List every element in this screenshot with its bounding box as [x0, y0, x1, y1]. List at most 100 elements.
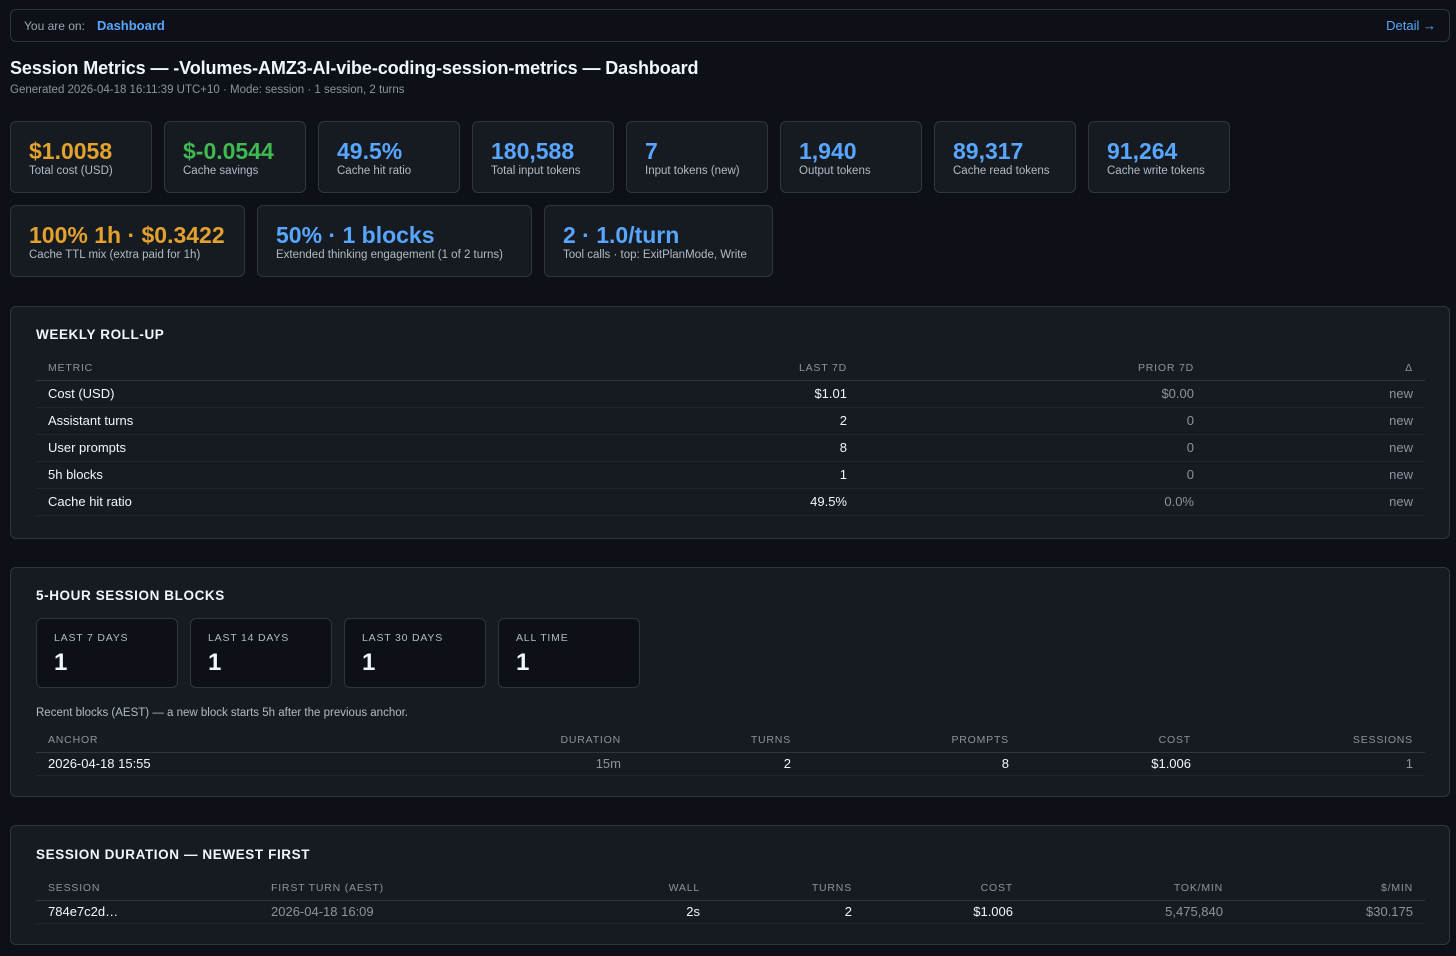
stat-label: Cache hit ratio [337, 165, 412, 177]
column-header: DURATION [266, 729, 633, 753]
stat-value: 2 · 1.0/turn [563, 222, 680, 248]
block-card-last-14-days: LAST 14 DAYS 1 [190, 618, 332, 688]
cell: new [1206, 407, 1425, 435]
stat-card-input-tokens-new: 7 Input tokens (new) [626, 121, 768, 193]
cell: $1.006 [864, 900, 1025, 924]
block-card-last-7-days: LAST 7 DAYS 1 [36, 618, 178, 688]
cell: $1.01 [576, 380, 859, 408]
cell: Cache hit ratio [36, 488, 576, 516]
breadcrumb-bar: You are on: Dashboard Detail → [10, 9, 1450, 42]
column-header: LAST 7D [576, 357, 859, 381]
breadcrumb-current[interactable]: Dashboard [96, 18, 165, 33]
cell: 5h blocks [36, 461, 576, 489]
cell: new [1206, 461, 1425, 489]
column-header: PROMPTS [803, 729, 1021, 753]
stat-label: Input tokens (new) [645, 165, 740, 177]
cell: 8 [576, 434, 859, 462]
column-header: WALL [485, 877, 712, 901]
cell: Cost (USD) [36, 380, 576, 408]
stat-card-tool-calls: 2 · 1.0/turn Tool calls · top: ExitPlanM… [544, 205, 773, 277]
block-card-label: LAST 14 DAYS [208, 632, 289, 644]
stat-value: 50% · 1 blocks [276, 222, 435, 248]
table-header-row: ANCHOR DURATION TURNS PROMPTS COST SESSI… [36, 729, 1425, 753]
cell: 2026-04-18 15:55 [36, 752, 266, 776]
stat-card-cache-hit-ratio: 49.5% Cache hit ratio [318, 121, 460, 193]
section-title: WEEKLY ROLL-UP [36, 327, 165, 342]
blocks-note: Recent blocks (AEST) — a new block start… [36, 707, 409, 719]
cell: Assistant turns [36, 407, 576, 435]
block-card-value: 1 [516, 649, 530, 676]
column-header: COST [1021, 729, 1203, 753]
cell: 2 [633, 752, 803, 776]
stat-label: Cache read tokens [953, 165, 1050, 177]
cell: 49.5% [576, 488, 859, 516]
stat-value: 1,940 [799, 138, 857, 164]
cell: 2 [712, 900, 864, 924]
stat-value: $1.0058 [29, 138, 113, 164]
stat-card-extended-thinking: 50% · 1 blocks Extended thinking engagem… [257, 205, 532, 277]
block-card-last-30-days: LAST 30 DAYS 1 [344, 618, 486, 688]
column-header: ANCHOR [36, 729, 266, 753]
cell: $30.175 [1235, 900, 1425, 924]
column-header: SESSION [36, 877, 259, 901]
page-subtitle: Generated 2026-04-18 16:11:39 UTC+10 · M… [10, 84, 405, 96]
block-card-all-time: ALL TIME 1 [498, 618, 640, 688]
table-row: 2026-04-18 15:55 15m 2 8 $1.006 1 [36, 752, 1425, 776]
cell: 15m [266, 752, 633, 776]
cell: 2 [576, 407, 859, 435]
cell: 0 [859, 407, 1206, 435]
block-card-value: 1 [362, 649, 376, 676]
cell: $0.00 [859, 380, 1206, 408]
table-row: User prompts 8 0 new [36, 434, 1425, 462]
cell[interactable]: 784e7c2d… [36, 900, 259, 924]
cell: 1 [576, 461, 859, 489]
detail-link[interactable]: Detail → [1386, 18, 1436, 33]
cell: 0 [859, 461, 1206, 489]
section-title: SESSION DURATION — NEWEST FIRST [36, 847, 311, 862]
column-header: SESSIONS [1203, 729, 1425, 753]
block-card-label: LAST 30 DAYS [362, 632, 443, 644]
stat-label: Extended thinking engagement (1 of 2 tur… [276, 249, 503, 261]
cell: 5,475,840 [1025, 900, 1235, 924]
column-header: TURNS [712, 877, 864, 901]
stat-value: 89,317 [953, 138, 1024, 164]
column-header: PRIOR 7D [859, 357, 1206, 381]
cell: 0.0% [859, 488, 1206, 516]
table-row: 5h blocks 1 0 new [36, 461, 1425, 489]
stat-value: $-0.0544 [183, 138, 274, 164]
cell: 0 [859, 434, 1206, 462]
cell: 8 [803, 752, 1021, 776]
column-header: METRIC [36, 357, 576, 381]
section-title: 5-HOUR SESSION BLOCKS [36, 588, 225, 603]
session-duration-panel: SESSION DURATION — NEWEST FIRST SESSION … [10, 825, 1450, 945]
session-blocks-table: ANCHOR DURATION TURNS PROMPTS COST SESSI… [36, 729, 1425, 776]
stat-label: Tool calls · top: ExitPlanMode, Write [563, 249, 747, 261]
cell: $1.006 [1021, 752, 1203, 776]
table-row: Cost (USD) $1.01 $0.00 new [36, 380, 1425, 408]
table-header-row: SESSION FIRST TURN (AEST) WALL TURNS COS… [36, 877, 1425, 901]
stat-label: Cache TTL mix (extra paid for 1h) [29, 249, 201, 261]
block-card-label: ALL TIME [516, 632, 569, 644]
weekly-rollup-table: METRIC LAST 7D PRIOR 7D Δ Cost (USD) $1.… [36, 357, 1425, 516]
table-header-row: METRIC LAST 7D PRIOR 7D Δ [36, 357, 1425, 381]
stat-card-output-tokens: 1,940 Output tokens [780, 121, 922, 193]
cell: 1 [1203, 752, 1425, 776]
stat-card-total-input-tokens: 180,588 Total input tokens [472, 121, 614, 193]
column-header: TOK/MIN [1025, 877, 1235, 901]
block-card-label: LAST 7 DAYS [54, 632, 129, 644]
column-header: COST [864, 877, 1025, 901]
block-card-value: 1 [208, 649, 222, 676]
stat-label: Cache write tokens [1107, 165, 1205, 177]
cell: 2026-04-18 16:09 [259, 900, 485, 924]
cell: new [1206, 488, 1425, 516]
stat-label: Cache savings [183, 165, 259, 177]
stat-label: Output tokens [799, 165, 871, 177]
column-header: $/MIN [1235, 877, 1425, 901]
session-blocks-panel: 5-HOUR SESSION BLOCKS LAST 7 DAYS 1 LAST… [10, 567, 1450, 797]
stat-card-total-cost: $1.0058 Total cost (USD) [10, 121, 152, 193]
cell: new [1206, 434, 1425, 462]
stat-card-cache-read-tokens: 89,317 Cache read tokens [934, 121, 1076, 193]
table-row: 784e7c2d… 2026-04-18 16:09 2s 2 $1.006 5… [36, 900, 1425, 924]
stat-card-cache-savings: $-0.0544 Cache savings [164, 121, 306, 193]
cell: User prompts [36, 434, 576, 462]
